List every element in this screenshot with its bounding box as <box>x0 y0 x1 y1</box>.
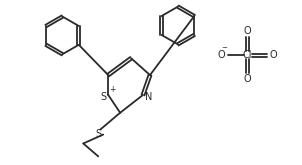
Text: O: O <box>218 50 226 60</box>
Text: O: O <box>270 50 277 60</box>
Text: O: O <box>244 26 251 36</box>
Text: S: S <box>95 129 101 139</box>
Text: −: − <box>222 45 228 51</box>
Text: N: N <box>145 92 153 102</box>
Text: O: O <box>244 74 251 84</box>
Text: S: S <box>100 92 106 102</box>
Text: +: + <box>109 85 115 94</box>
Text: Cl: Cl <box>243 50 252 60</box>
